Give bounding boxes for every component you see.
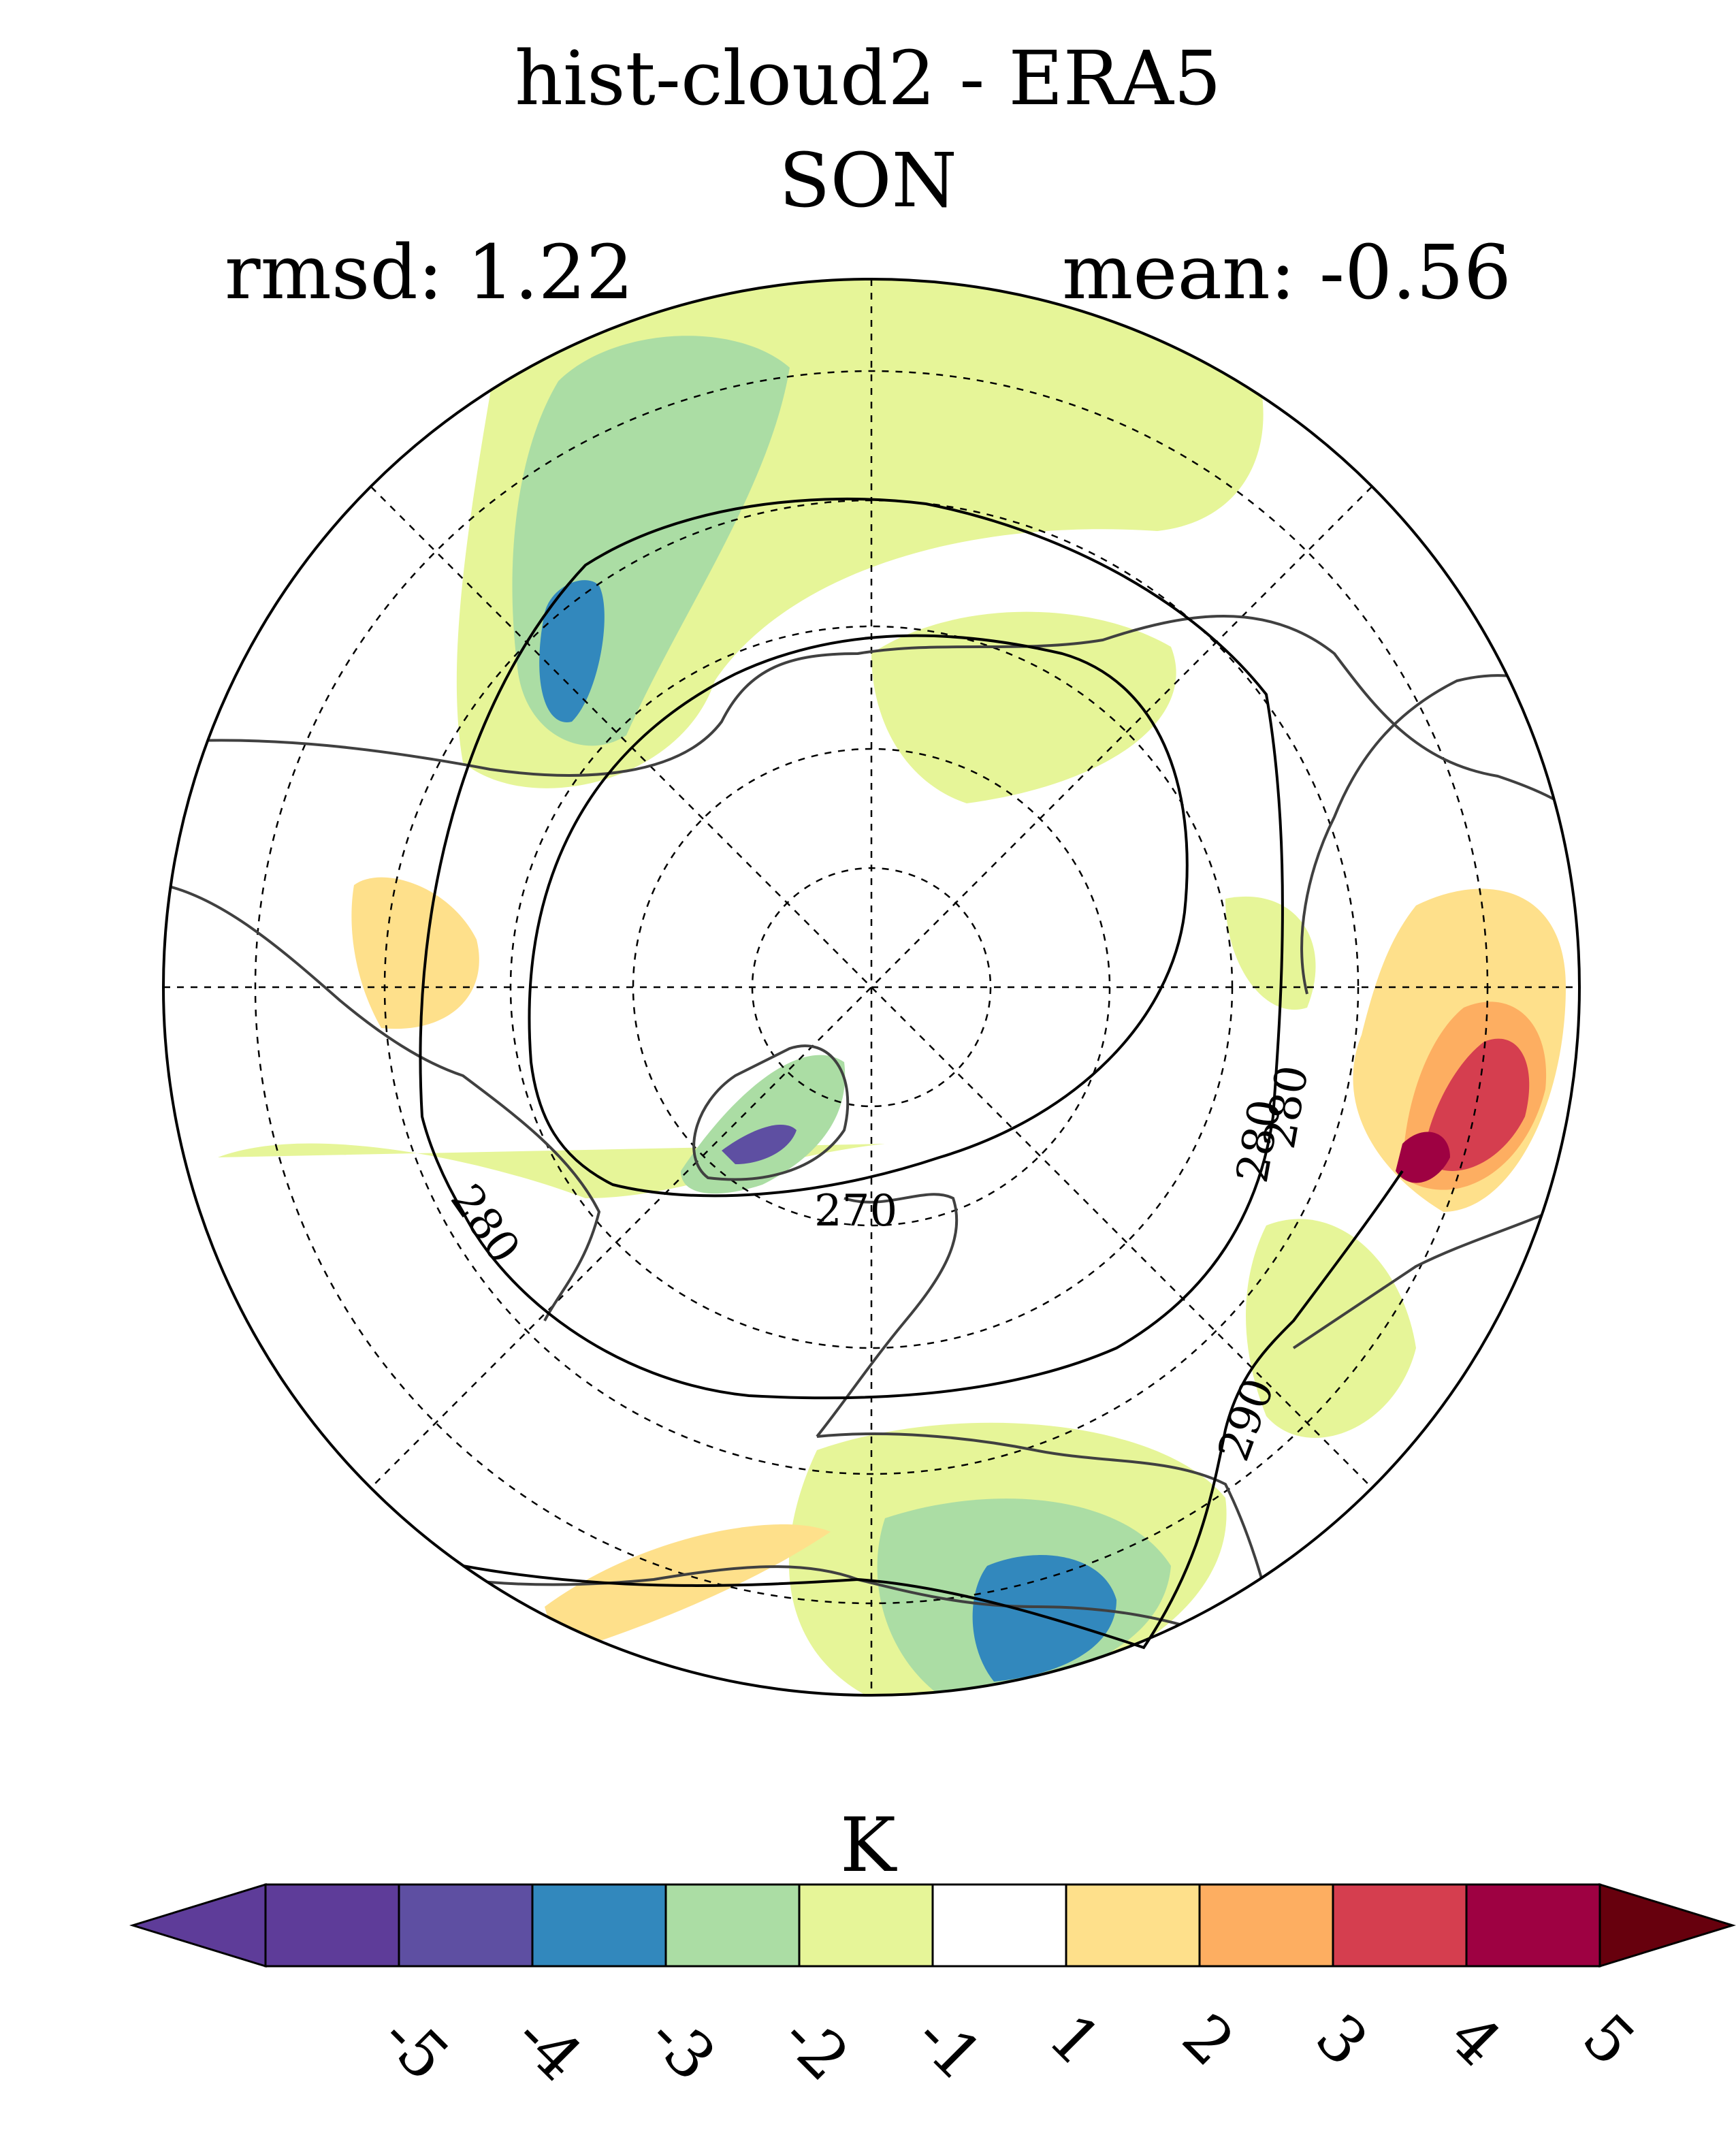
colorbar-tick-label: 3 [1302,2000,1381,2080]
polar-map: 280 280 270 280 290 [162,278,1581,1697]
colorbar-boxes [129,1882,1736,1968]
contour-290 [462,1170,1404,1650]
colorbar-box [531,1883,667,1968]
colorbar-box [1332,1883,1468,1968]
colorbar-tick-label: -5 [368,2000,462,2095]
colorbar-tick-label: -2 [768,2000,863,2095]
colorbar-box [1465,1883,1601,1968]
colorbar-box [931,1883,1067,1968]
figure-title: hist-cloud2 - ERA5 [515,35,1221,122]
climatology-contours [419,497,1404,1650]
colorbar-box [798,1883,934,1968]
anomaly-region-warm-pacific [351,877,479,1029]
colorbar-tick-label: 4 [1435,2000,1515,2080]
colorbar-tick-label: 5 [1569,2000,1648,2080]
anomaly-region-warm-siberia-core [1396,1132,1450,1183]
map-boundary [162,278,1581,1697]
colorbar-tick-label: 1 [1035,2000,1114,2080]
anomaly-field [218,279,1566,1695]
contour-280 [419,497,1284,1400]
contour-270 [528,634,1189,1198]
colorbar-tick-label: -4 [501,2000,596,2095]
colorbar-tick-labels: -5 -4 -3 -2 -1 1 2 3 4 5 [368,2000,1648,2095]
colorbar-box [664,1883,801,1968]
contour-label: 270 [814,1186,897,1236]
figure-subtitle-season: SON [779,137,957,224]
anomaly-region-warm-siberia-3 [1423,1038,1530,1171]
colorbar-box [1198,1883,1334,1968]
colorbar-tick-label: -1 [901,2000,996,2095]
anomaly-region-sahara-core [972,1555,1116,1682]
anomaly-region-canada [1225,896,1316,1010]
colorbar-units: K [839,1801,897,1889]
colorbar-extend-low [129,1882,267,1968]
colorbar-box [264,1883,400,1968]
anomaly-region-west [1246,1219,1416,1438]
colorbar-box [398,1883,534,1968]
rmsd-label: rmsd: 1.22 [225,229,634,316]
colorbar-tick-label: 2 [1168,2000,1248,2080]
anomaly-region-eurasia-east [871,611,1176,803]
anomaly-region-greenland [681,1055,846,1194]
colorbar-extend-high [1598,1882,1736,1968]
anomaly-region-warm-atlantic [545,1524,831,1654]
mean-label: mean: -0.56 [1062,229,1511,316]
anomaly-region-greenland-core [722,1124,797,1164]
colorbar-box [1065,1883,1201,1968]
colorbar-tick-label: -3 [634,2000,729,2095]
